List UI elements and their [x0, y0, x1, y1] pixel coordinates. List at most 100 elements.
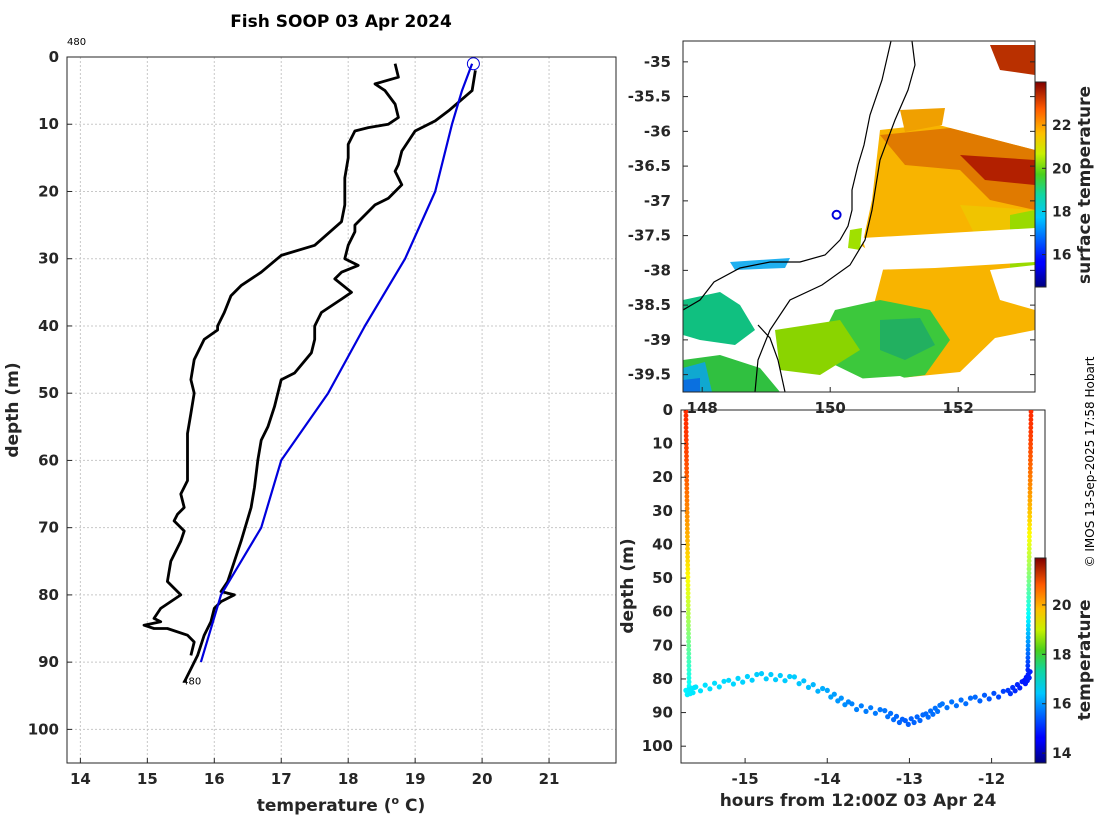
bottom-cast-label: 480 [182, 676, 201, 687]
section-point [1027, 498, 1033, 503]
section-point [838, 695, 844, 701]
section-point [684, 461, 689, 467]
section-point [872, 710, 879, 716]
series-profile-left [142, 63, 400, 656]
section-point [1026, 586, 1032, 592]
sst-orange-band [880, 128, 1035, 210]
section-point [1026, 558, 1032, 564]
section-point [930, 711, 936, 717]
section-point [1026, 542, 1032, 548]
section-point [1027, 477, 1033, 483]
section-point [684, 473, 690, 479]
section-point [684, 514, 690, 519]
section-point [953, 703, 960, 709]
section-point [773, 677, 779, 683]
section-point [1028, 425, 1034, 431]
profile-series [142, 63, 477, 683]
map-x-tick-label: 148 [687, 399, 718, 417]
sst-blue-patch [683, 378, 700, 392]
section-point [967, 695, 974, 701]
section-point [863, 708, 869, 715]
sst-colorbar-ticks: 16 18 20 22 [1042, 118, 1072, 264]
map-y-tick-label: -35.5 [628, 88, 671, 106]
section-point [684, 518, 690, 523]
section-point [754, 671, 760, 678]
section-point [1028, 457, 1033, 463]
section-point [1027, 530, 1032, 536]
section-colorbar [1035, 558, 1046, 763]
section-point [685, 546, 690, 552]
section-point [685, 578, 691, 584]
section-point [685, 566, 691, 572]
section-point [686, 631, 691, 636]
section-point [893, 713, 900, 719]
profile-chart: Fish SOOP 03 Apr 2024 14 15 16 17 18 19 20 21 0… [3, 12, 617, 816]
section-point [1012, 688, 1018, 694]
section-y-axis-label: depth (m) [618, 538, 638, 633]
section-point [1027, 494, 1033, 499]
section-point [1027, 669, 1033, 675]
section-point [1026, 582, 1032, 588]
section-point [1027, 518, 1032, 523]
section-point [1007, 691, 1014, 697]
section-point [685, 534, 690, 540]
section-point [796, 681, 802, 687]
section-point [1026, 602, 1031, 608]
profile-y-tick-label: 80 [38, 586, 59, 604]
section-point [684, 522, 690, 527]
section-y-tick-label: 70 [652, 636, 673, 654]
section-point [1025, 663, 1031, 669]
section-colorbar-frame [1034, 557, 1047, 764]
section-point [1027, 465, 1033, 471]
section-point [1027, 526, 1032, 532]
section-point [1027, 510, 1033, 515]
colorbar-tick-label: 18 [1052, 647, 1071, 663]
section-point [685, 554, 690, 560]
section-point [686, 663, 692, 669]
profile-x-tick-label: 14 [70, 770, 91, 788]
section-point [685, 602, 691, 608]
section-point [744, 673, 751, 680]
profile-y-ticks: 0 10 20 30 40 50 60 70 80 90 100 [28, 48, 72, 738]
section-point [1026, 546, 1032, 552]
profile-grid [67, 56, 616, 763]
section-point [777, 672, 783, 679]
section-point [684, 506, 690, 511]
section-point [815, 688, 821, 694]
section-point [686, 627, 691, 632]
map-y-tick-label: -37 [644, 192, 671, 210]
section-point [1028, 441, 1033, 447]
section-point [684, 477, 690, 483]
section-y-tick-label: 80 [652, 670, 673, 688]
section-point [684, 490, 690, 495]
section-point [1026, 619, 1031, 624]
section-chart: -15 -14 -13 -12 0 10 20 30 40 50 60 70 80 90 100 hour… [618, 401, 1095, 811]
section-point [684, 481, 690, 487]
section-point [1027, 502, 1033, 507]
profile-y-tick-label: 90 [38, 653, 59, 671]
profile-y-tick-label: 60 [38, 451, 59, 469]
section-y-tick-label: 0 [663, 401, 673, 419]
section-point [1028, 429, 1034, 435]
section-point [1025, 631, 1031, 636]
series-climatology [199, 63, 474, 663]
profile-x-ticks: 14 15 16 17 18 19 20 21 [70, 758, 559, 788]
section-point [882, 708, 888, 714]
cloud-gap-1 [862, 228, 1035, 270]
map-y-tick-label: -36 [644, 122, 671, 140]
section-point [877, 707, 883, 713]
coastline-mainland [683, 41, 892, 311]
section-point [1026, 611, 1031, 616]
section-point [684, 449, 689, 455]
cloud-gap-3 [840, 376, 940, 392]
section-x-axis-label: hours from 12:00Z 03 Apr 24 [720, 791, 997, 811]
section-point [986, 696, 992, 702]
profile-y-tick-label: 0 [49, 48, 59, 66]
section-point [1025, 635, 1031, 640]
section-y-tick-label: 60 [652, 603, 673, 621]
sst-teal-patch [683, 292, 755, 345]
section-point [686, 667, 692, 673]
shelf-contour-south [757, 324, 786, 392]
section-point [1026, 615, 1031, 620]
map-y-tick-label: -35 [644, 53, 671, 71]
